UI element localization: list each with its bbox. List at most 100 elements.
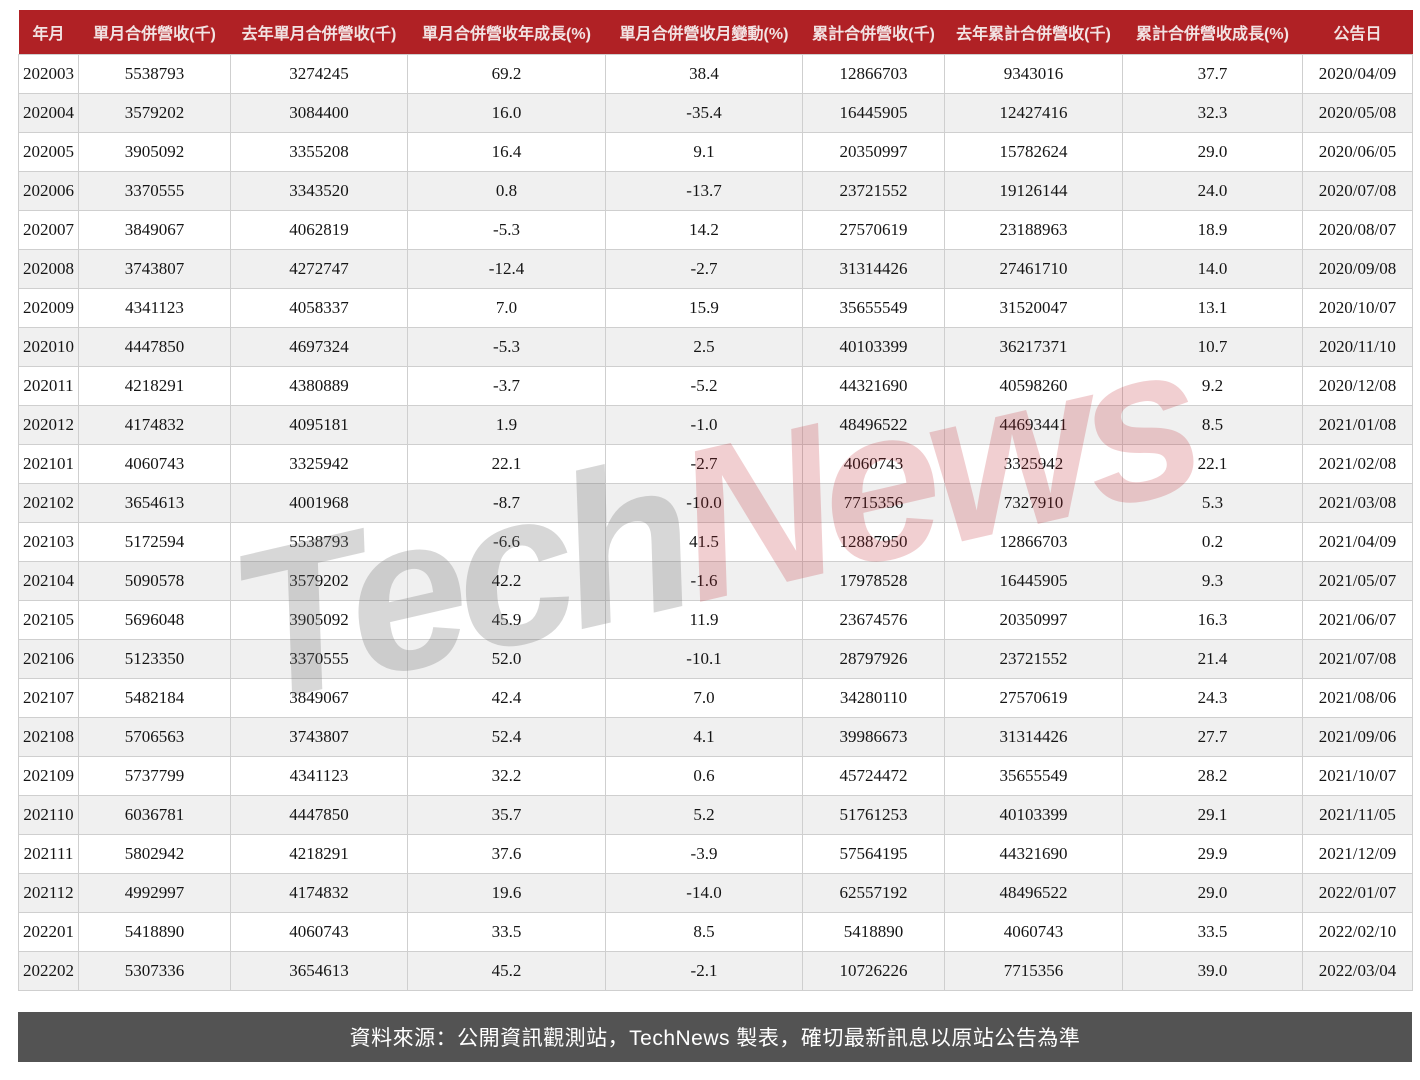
table-cell: 52.0 xyxy=(407,639,606,679)
table-cell: 4095181 xyxy=(230,405,408,445)
table-cell: 5.2 xyxy=(605,795,803,835)
table-row: 202010 4447850 4697324 -5.3 2.5 40103399 36217… xyxy=(18,327,1413,367)
table-cell: 2021/09/06 xyxy=(1302,717,1413,757)
table-body: 202003 5538793 3274245 69.2 38.4 12866703 9343… xyxy=(18,54,1413,991)
table-cell: 4060743 xyxy=(802,444,945,484)
table-cell: 2.5 xyxy=(605,327,803,367)
table-cell: 4447850 xyxy=(78,327,231,367)
table-cell: 31520047 xyxy=(944,288,1123,328)
column-header: 單月合併營收(千) xyxy=(78,10,231,55)
table-cell: 4380889 xyxy=(230,366,408,406)
table-cell: 2021/06/07 xyxy=(1302,600,1413,640)
table-row: 202006 3370555 3343520 0.8 -13.7 23721552 1912… xyxy=(18,171,1413,211)
table-cell: 29.0 xyxy=(1122,873,1303,913)
table-cell: 42.2 xyxy=(407,561,606,601)
table-cell: -10.1 xyxy=(605,639,803,679)
table-cell: 9.2 xyxy=(1122,366,1303,406)
table-cell: 27570619 xyxy=(944,678,1123,718)
table-cell: 202106 xyxy=(18,639,79,679)
table-cell: 4.1 xyxy=(605,717,803,757)
table-cell: 202202 xyxy=(18,951,79,991)
revenue-table: 年月 單月合併營收(千) 去年單月合併營收(千) 單月合併營收年成長(%) 單月合併營收… xyxy=(18,10,1413,991)
table-cell: 45.9 xyxy=(407,600,606,640)
table-cell: 21.4 xyxy=(1122,639,1303,679)
table-cell: 7.0 xyxy=(605,678,803,718)
table-cell: 39986673 xyxy=(802,717,945,757)
table-cell: -2.7 xyxy=(605,249,803,289)
table-row: 202009 4341123 4058337 7.0 15.9 35655549 31520… xyxy=(18,288,1413,328)
table-cell: 5802942 xyxy=(78,834,231,874)
table-cell: 4218291 xyxy=(78,366,231,406)
table-cell: 202201 xyxy=(18,912,79,952)
table-cell: 31314426 xyxy=(944,717,1123,757)
table-cell: 33.5 xyxy=(1122,912,1303,952)
table-cell: 23188963 xyxy=(944,210,1123,250)
table-cell: -1.6 xyxy=(605,561,803,601)
table-cell: 3579202 xyxy=(78,93,231,133)
table-cell: 7715356 xyxy=(944,951,1123,991)
table-cell: 45724472 xyxy=(802,756,945,796)
table-cell: 0.8 xyxy=(407,171,606,211)
table-cell: 20350997 xyxy=(802,132,945,172)
table-cell: -2.7 xyxy=(605,444,803,484)
table-cell: 202003 xyxy=(18,54,79,94)
table-cell: 27461710 xyxy=(944,249,1123,289)
table-cell: 5418890 xyxy=(802,912,945,952)
table-row: 202004 3579202 3084400 16.0 -35.4 16445905 124… xyxy=(18,93,1413,133)
table-cell: 2020/06/05 xyxy=(1302,132,1413,172)
table-header: 年月 單月合併營收(千) 去年單月合併營收(千) 單月合併營收年成長(%) 單月合併營收… xyxy=(18,10,1413,55)
table-cell: 3274245 xyxy=(230,54,408,94)
table-cell: 52.4 xyxy=(407,717,606,757)
column-header: 累計合併營收成長(%) xyxy=(1122,10,1303,55)
table-cell: 45.2 xyxy=(407,951,606,991)
table-cell: 40103399 xyxy=(944,795,1123,835)
column-header: 年月 xyxy=(18,10,79,55)
table-cell: 12427416 xyxy=(944,93,1123,133)
table-cell: 202010 xyxy=(18,327,79,367)
table-cell: 35.7 xyxy=(407,795,606,835)
table-cell: 4174832 xyxy=(230,873,408,913)
table-cell: 4060743 xyxy=(230,912,408,952)
table-row: 202202 5307336 3654613 45.2 -2.1 10726226 7715… xyxy=(18,951,1413,991)
table-cell: 9.3 xyxy=(1122,561,1303,601)
table-cell: 37.7 xyxy=(1122,54,1303,94)
table-row: 202003 5538793 3274245 69.2 38.4 12866703 9343… xyxy=(18,54,1413,94)
table-cell: 202101 xyxy=(18,444,79,484)
table-cell: 19126144 xyxy=(944,171,1123,211)
table-cell: 202011 xyxy=(18,366,79,406)
table-cell: 28.2 xyxy=(1122,756,1303,796)
table-cell: 3849067 xyxy=(230,678,408,718)
table-cell: 33.5 xyxy=(407,912,606,952)
table-cell: 202009 xyxy=(18,288,79,328)
table-cell: 44321690 xyxy=(944,834,1123,874)
table-cell: 202006 xyxy=(18,171,79,211)
table-row: 202103 5172594 5538793 -6.6 41.5 12887950 1286… xyxy=(18,522,1413,562)
table-cell: 202104 xyxy=(18,561,79,601)
source-footer-text: 資料來源：公開資訊觀測站，TechNews 製表，確切最新訊息以原站公告為準 xyxy=(349,1027,1081,1050)
table-cell: 3905092 xyxy=(78,132,231,172)
table-cell: 5706563 xyxy=(78,717,231,757)
table-cell: 15782624 xyxy=(944,132,1123,172)
table-cell: 10726226 xyxy=(802,951,945,991)
table-cell: 2020/08/07 xyxy=(1302,210,1413,250)
table-row: 202011 4218291 4380889 -3.7 -5.2 44321690 4059… xyxy=(18,366,1413,406)
table-cell: 39.0 xyxy=(1122,951,1303,991)
column-header: 單月合併營收月變動(%) xyxy=(605,10,803,55)
table-cell: -1.0 xyxy=(605,405,803,445)
table-cell: 2021/02/08 xyxy=(1302,444,1413,484)
table-row: 202105 5696048 3905092 45.9 11.9 23674576 2035… xyxy=(18,600,1413,640)
table-row: 202201 5418890 4060743 33.5 8.5 5418890 406074… xyxy=(18,912,1413,952)
table-cell: 19.6 xyxy=(407,873,606,913)
table-cell: 3579202 xyxy=(230,561,408,601)
table-cell: 202109 xyxy=(18,756,79,796)
table-cell: 44693441 xyxy=(944,405,1123,445)
table-cell: -12.4 xyxy=(407,249,606,289)
table-row: 202112 4992997 4174832 19.6 -14.0 62557192 484… xyxy=(18,873,1413,913)
table-cell: 14.0 xyxy=(1122,249,1303,289)
table-cell: 24.0 xyxy=(1122,171,1303,211)
table-cell: 10.7 xyxy=(1122,327,1303,367)
table-cell: 4062819 xyxy=(230,210,408,250)
table-cell: 5737799 xyxy=(78,756,231,796)
table-cell: 2021/12/09 xyxy=(1302,834,1413,874)
table-cell: 202110 xyxy=(18,795,79,835)
